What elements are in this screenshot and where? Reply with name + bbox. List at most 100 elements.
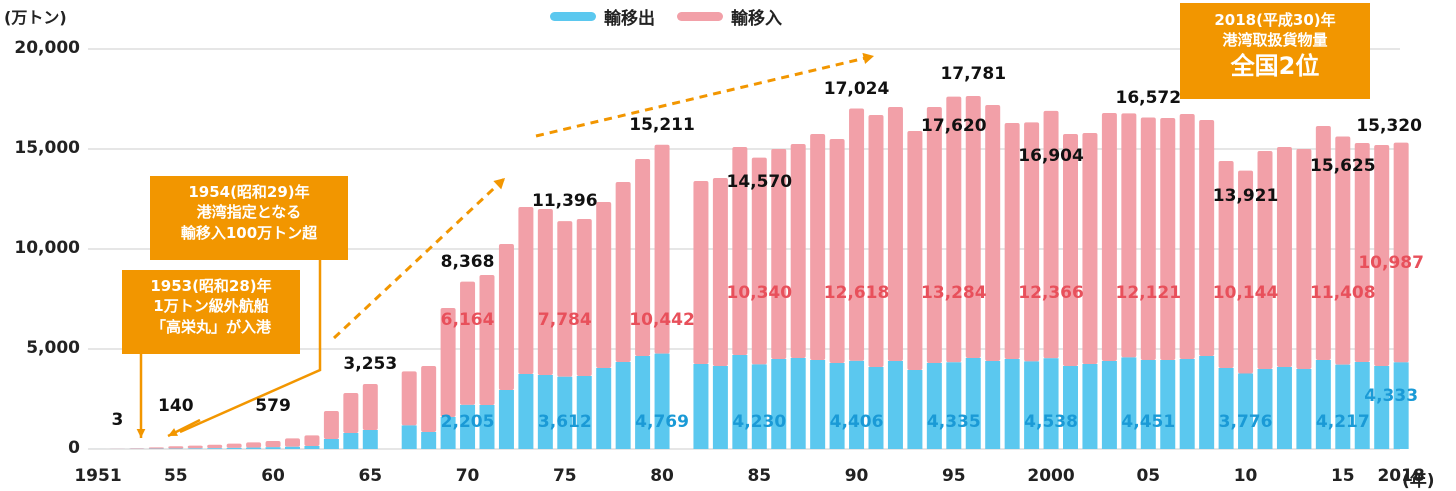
bar-inbound (324, 411, 339, 439)
total-label: 8,368 (441, 252, 495, 272)
bar-outbound (966, 358, 981, 449)
outbound-label: 4,230 (732, 412, 786, 432)
bar-inbound (888, 107, 903, 361)
bar-inbound (343, 393, 358, 433)
bar-inbound (927, 107, 942, 363)
bar-outbound (849, 361, 864, 449)
bar-inbound (791, 144, 806, 358)
bar-inbound (1063, 134, 1078, 366)
bar-outbound (343, 433, 358, 449)
bar-inbound (285, 438, 300, 446)
bar-outbound (1374, 366, 1389, 449)
callout-1953-line2: 1万トン級外航船 (122, 296, 300, 316)
bar-inbound (830, 139, 845, 363)
bar-inbound (596, 202, 611, 368)
callout-1953: 1953(昭和28)年 1万トン級外航船 「高栄丸」が入港 (122, 270, 300, 354)
inbound-label: 13,284 (921, 283, 987, 303)
bar-outbound (810, 360, 825, 449)
x-tick-label: 05 (1136, 466, 1160, 486)
x-tick-label: 70 (456, 466, 480, 486)
bar-inbound (129, 448, 144, 449)
y-axis-label: (万トン) (4, 4, 67, 28)
bar-outbound (518, 374, 533, 449)
y-tick-label: 15,000 (2, 138, 80, 158)
bar-outbound (1005, 359, 1020, 449)
inbound-label: 12,618 (824, 283, 890, 303)
bar-inbound (168, 446, 183, 448)
bar-outbound (1258, 369, 1273, 449)
bar-outbound (188, 448, 203, 449)
bar-outbound (907, 370, 922, 449)
legend-label-outbound: 輸移出 (604, 4, 655, 29)
x-tick-label: 85 (747, 466, 771, 486)
x-tick-label: 65 (358, 466, 382, 486)
x-tick-label: 95 (942, 466, 966, 486)
bar-outbound (1219, 368, 1234, 449)
callout-2018-line1: 2018(平成30)年 (1180, 10, 1370, 30)
x-tick-label: 1951 (74, 466, 121, 486)
bar-outbound (596, 368, 611, 449)
bar-inbound (693, 181, 708, 364)
bar-inbound (1102, 113, 1117, 361)
bar-inbound (460, 282, 475, 405)
bar-inbound (1296, 149, 1311, 369)
y-tick-label: 5,000 (2, 338, 80, 358)
outbound-label: 4,333 (1364, 386, 1418, 406)
bar-outbound (732, 355, 747, 449)
bar-inbound (304, 435, 319, 446)
bar-outbound (1277, 367, 1292, 449)
inbound-label: 10,987 (1358, 253, 1424, 273)
x-tick-label: 75 (553, 466, 577, 486)
bar-outbound (285, 447, 300, 449)
bar-outbound (713, 366, 728, 449)
callout-1953-line3: 「高栄丸」が入港 (122, 317, 300, 337)
bar-outbound (888, 361, 903, 449)
callout-1953-line1: 1953(昭和28)年 (122, 276, 300, 296)
bar-outbound (402, 425, 417, 449)
inbound-label: 10,144 (1213, 283, 1279, 303)
total-label: 140 (158, 396, 194, 416)
trend-arrow-1-head (493, 178, 505, 189)
inbound-label: 7,784 (538, 310, 592, 330)
bar-outbound (830, 363, 845, 449)
bar-outbound (421, 432, 436, 449)
bar-outbound (693, 364, 708, 449)
bar-inbound (1121, 113, 1136, 357)
bar-outbound (635, 356, 650, 449)
total-label: 15,211 (629, 115, 695, 135)
bar-inbound (869, 115, 884, 367)
inbound-label: 10,340 (726, 283, 792, 303)
legend: 輸移出 輸移入 (550, 4, 782, 29)
bar-inbound (266, 441, 281, 447)
total-label: 17,781 (940, 64, 1006, 84)
inbound-label: 11,408 (1310, 283, 1376, 303)
total-label: 15,320 (1356, 116, 1422, 136)
x-tick-label: 90 (845, 466, 869, 486)
total-label: 15,625 (1310, 156, 1376, 176)
callout-2018-line2: 港湾取扱貨物量 (1180, 30, 1370, 50)
bar-outbound (1063, 366, 1078, 449)
bar-outbound (1102, 361, 1117, 449)
bar-inbound (421, 366, 436, 432)
x-tick-label: 15 (1331, 466, 1355, 486)
bar-outbound (363, 430, 378, 449)
bar-outbound (655, 354, 670, 449)
bar-outbound (791, 358, 806, 449)
bar-outbound (1141, 360, 1156, 449)
legend-swatch-outbound (550, 12, 596, 21)
outbound-label: 2,205 (441, 412, 495, 432)
outbound-label: 3,612 (538, 412, 592, 432)
callout-1954-line2: 港湾指定となる (150, 202, 348, 222)
total-label: 3 (112, 410, 124, 430)
outbound-label: 4,538 (1024, 412, 1078, 432)
inbound-label: 12,121 (1115, 283, 1181, 303)
bar-inbound (188, 446, 203, 449)
bar-outbound (304, 446, 319, 449)
x-tick-label: 60 (261, 466, 285, 486)
outbound-label: 4,217 (1316, 412, 1370, 432)
bar-inbound (480, 275, 495, 405)
callout-1954: 1954(昭和29)年 港湾指定となる 輸移入100万トン超 (150, 176, 348, 260)
bar-outbound (207, 448, 222, 449)
bar-outbound (266, 447, 281, 449)
bar-inbound (518, 207, 533, 374)
